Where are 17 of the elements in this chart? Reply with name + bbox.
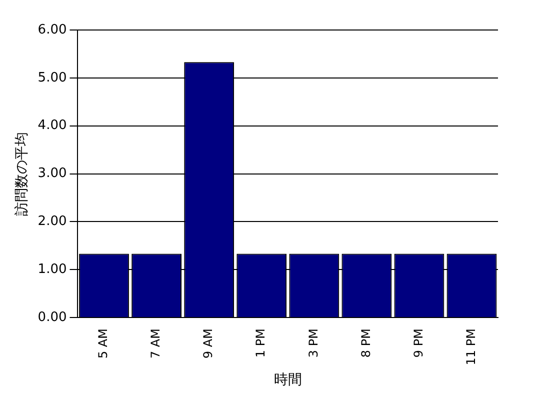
y-tick-label: 5.00 (38, 70, 67, 86)
y-tick-label: 3.00 (38, 166, 67, 182)
x-tick-label: 3 PM (306, 328, 320, 358)
y-tick-label: 2.00 (38, 214, 67, 230)
x-tick-label: 1 PM (254, 328, 268, 358)
y-axis-title: 訪問数の平均 (14, 132, 30, 216)
x-tick-label: 9 AM (201, 328, 216, 359)
y-tick-label: 6.00 (38, 22, 67, 38)
y-tick-label: 4.00 (38, 118, 67, 134)
x-tick-label: 7 AM (148, 328, 163, 359)
x-tick-label: 8 PM (358, 328, 373, 358)
y-tick-label: 0.00 (38, 310, 67, 325)
y-tick-label: 1.00 (38, 262, 67, 277)
x-axis-title: 時間 (274, 372, 302, 388)
x-tick-label: 11 PM (464, 328, 478, 366)
x-tick-label: 5 AM (96, 328, 110, 359)
x-tick-label: 9 PM (411, 328, 426, 358)
